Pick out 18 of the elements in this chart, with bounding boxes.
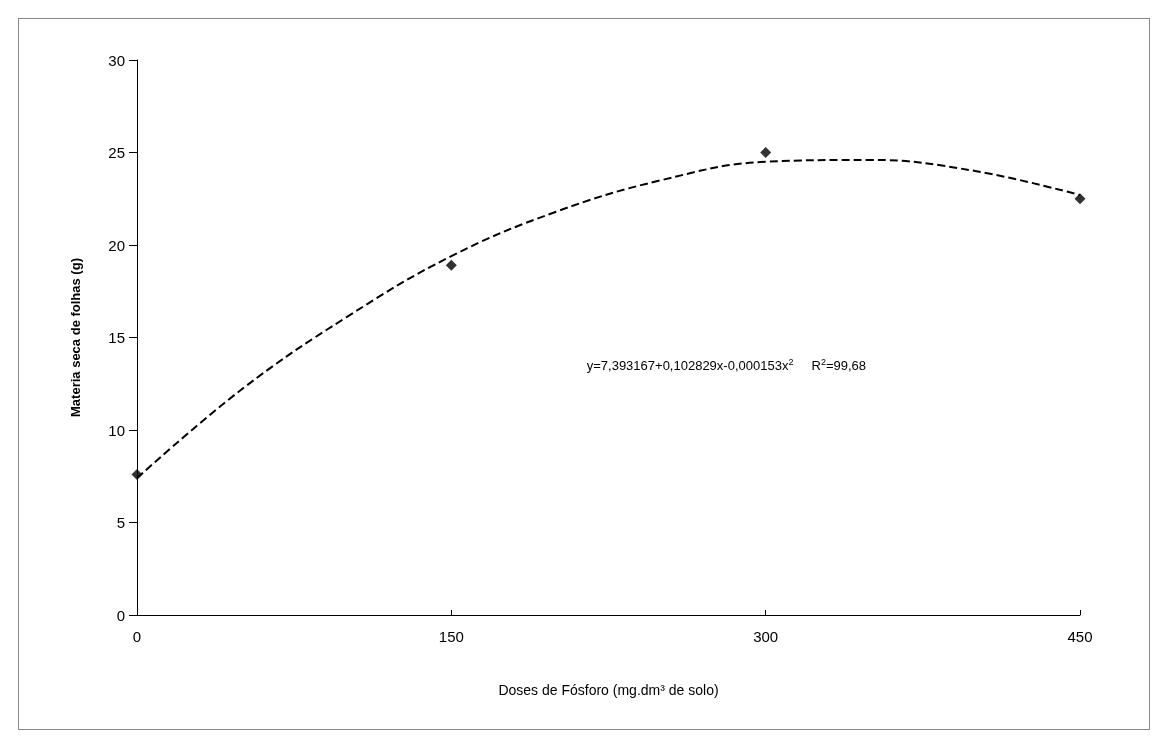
text: y=7,393167+0,102829x-0,000153x$^{2}$ R$^{2}$=99,68 xyxy=(586,357,867,374)
x-axis-title: Doses de Fósforo (mg.dm³ de solo) xyxy=(498,682,719,698)
x-tick-label: 450 xyxy=(1067,628,1093,645)
y-tick-label: 25 xyxy=(108,144,125,161)
y-tick-label: 15 xyxy=(108,329,125,346)
y-tick-label: 5 xyxy=(116,514,125,531)
y-tick-label: 0 xyxy=(116,606,125,624)
point xyxy=(1074,193,1086,205)
x-tick-label: 300 xyxy=(753,628,779,645)
point xyxy=(445,259,457,271)
point xyxy=(760,147,772,158)
point xyxy=(131,468,143,480)
y-tick-label: 10 xyxy=(108,421,125,439)
y-tick-label: 20 xyxy=(108,236,125,254)
y-tick-label: 30 xyxy=(108,51,125,69)
x-tick-label: 150 xyxy=(438,628,464,645)
x-tick-label: 0 xyxy=(132,628,142,645)
y-axis-title: Materia seca de folhas (g) xyxy=(68,258,83,417)
